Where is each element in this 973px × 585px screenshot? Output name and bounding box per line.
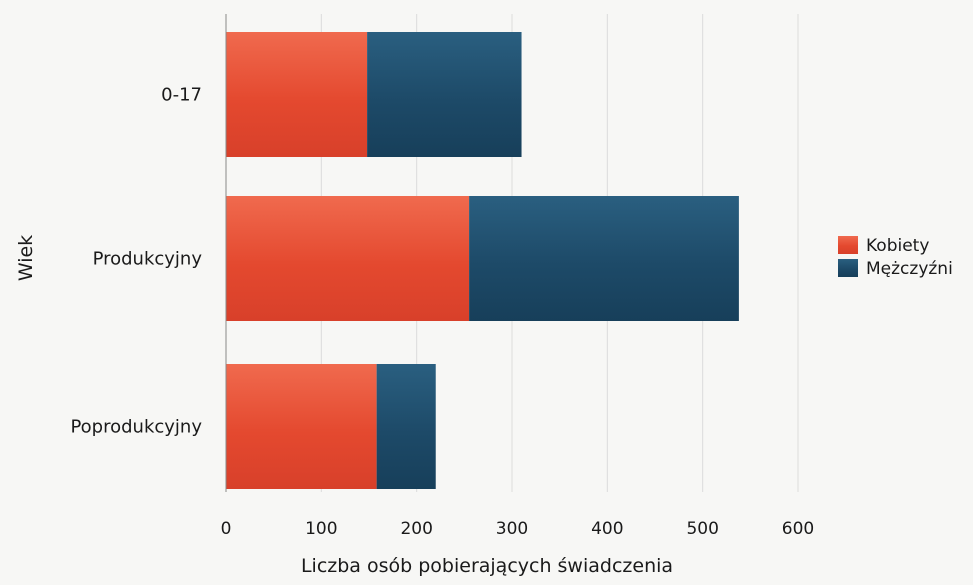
bar-kobiety-1 bbox=[226, 196, 470, 321]
y-category-label: Poprodukcyjny bbox=[70, 417, 202, 438]
bar-mezczyzni-2 bbox=[376, 364, 436, 489]
legend-swatch bbox=[838, 236, 858, 254]
y-category-label: 0-17 bbox=[161, 85, 202, 106]
x-tick-label: 0 bbox=[221, 519, 232, 539]
legend-label: Mężczyźni bbox=[866, 259, 953, 279]
x-axis-ticks: 0 100 200 300 400 500 600 bbox=[221, 519, 815, 539]
x-axis-title: Liczba osób pobierających świadczenia bbox=[301, 555, 673, 577]
legend-label: Kobiety bbox=[866, 236, 929, 256]
y-axis-title: Wiek bbox=[15, 235, 37, 281]
legend: Kobiety Mężczyźni bbox=[838, 236, 953, 279]
bar-mezczyzni-1 bbox=[469, 196, 739, 321]
x-tick-label: 100 bbox=[305, 519, 337, 539]
x-tick-label: 300 bbox=[496, 519, 528, 539]
x-tick-label: 600 bbox=[782, 519, 814, 539]
y-category-label: Produkcyjny bbox=[93, 249, 203, 270]
x-tick-label: 500 bbox=[686, 519, 718, 539]
bars bbox=[226, 32, 739, 489]
bar-mezczyzni-0 bbox=[367, 32, 522, 157]
bar-kobiety-2 bbox=[226, 364, 377, 489]
x-tick-label: 400 bbox=[591, 519, 623, 539]
legend-swatch bbox=[838, 259, 858, 277]
x-tick-label: 200 bbox=[400, 519, 432, 539]
y-axis-category-labels: 0-17 Produkcyjny Poprodukcyjny bbox=[70, 85, 202, 438]
bar-kobiety-0 bbox=[226, 32, 368, 157]
